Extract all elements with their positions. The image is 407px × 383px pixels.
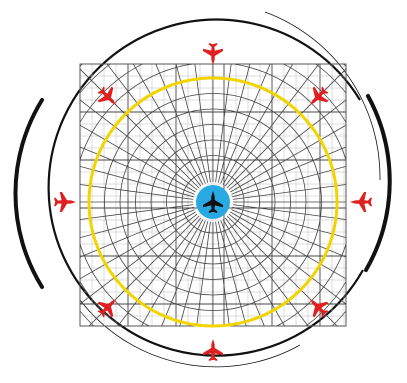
grid-spoke (220, 64, 271, 184)
grid-spoke (226, 68, 346, 189)
grid-spoke (230, 211, 346, 280)
grid-spoke (232, 206, 346, 239)
perimeter-plane (203, 43, 223, 65)
grid-spoke (117, 217, 202, 326)
outer-ring-main (47, 18, 364, 357)
outer-ring-thin-arc-bottom (79, 299, 301, 368)
grid-spoke (179, 221, 209, 326)
grid-spoke (215, 221, 230, 326)
fighter-jet-icon (203, 43, 223, 65)
grid-spoke (80, 211, 196, 280)
grid-spoke (140, 219, 204, 326)
grid-spoke (228, 213, 346, 305)
polar-grid (80, 64, 346, 326)
grid-spoke (80, 184, 194, 200)
perimeter-plane (350, 192, 372, 212)
grid-spoke (224, 217, 309, 326)
highlight-ring (87, 76, 339, 328)
grid-spoke (222, 219, 286, 326)
grid-spoke (80, 68, 200, 189)
grid-spoke (80, 146, 195, 195)
outer-ring-left-arc (13, 98, 44, 289)
grid-spoke (88, 215, 200, 326)
fighter-jet-icon (203, 339, 223, 361)
grid-spoke (226, 215, 338, 326)
grid-spoke (222, 64, 294, 185)
grid-spoke (231, 146, 346, 195)
outer-frame (13, 11, 392, 368)
grid-spoke (232, 165, 346, 198)
grid-spoke (196, 221, 211, 326)
grid-spoke (220, 220, 265, 326)
grid-spoke (224, 64, 320, 187)
grid-spoke (194, 64, 211, 183)
grid-spoke (232, 184, 346, 200)
grid-spoke (80, 99, 198, 191)
grid-spoke (80, 165, 194, 198)
fighter-jet-icon (54, 192, 76, 212)
grid-spoke (155, 64, 206, 184)
perimeter-plane (203, 339, 223, 361)
grid-spoke (217, 221, 247, 326)
outer-ring-thin-arc (264, 11, 381, 181)
grid-spoke (80, 213, 198, 305)
grid-spoke (230, 124, 346, 193)
grid-spoke (80, 206, 194, 239)
grid-spoke (80, 124, 196, 193)
grid-spoke (106, 64, 202, 187)
grid-spoke (215, 64, 232, 183)
grid-spoke (80, 204, 194, 220)
center-aircraft (196, 185, 230, 219)
square-grid (80, 64, 346, 326)
grid-spoke (175, 64, 209, 183)
grid-spoke (231, 209, 346, 258)
grid-spoke (161, 220, 206, 326)
outer-ring-right-arc (364, 94, 392, 272)
perimeter-plane (54, 192, 76, 212)
fighter-jet-icon (350, 192, 372, 212)
grid-spoke (232, 204, 346, 220)
grid-spoke (80, 209, 195, 258)
grid-spoke (228, 99, 346, 191)
grid-spoke (217, 64, 251, 183)
grid-spoke (132, 64, 204, 185)
